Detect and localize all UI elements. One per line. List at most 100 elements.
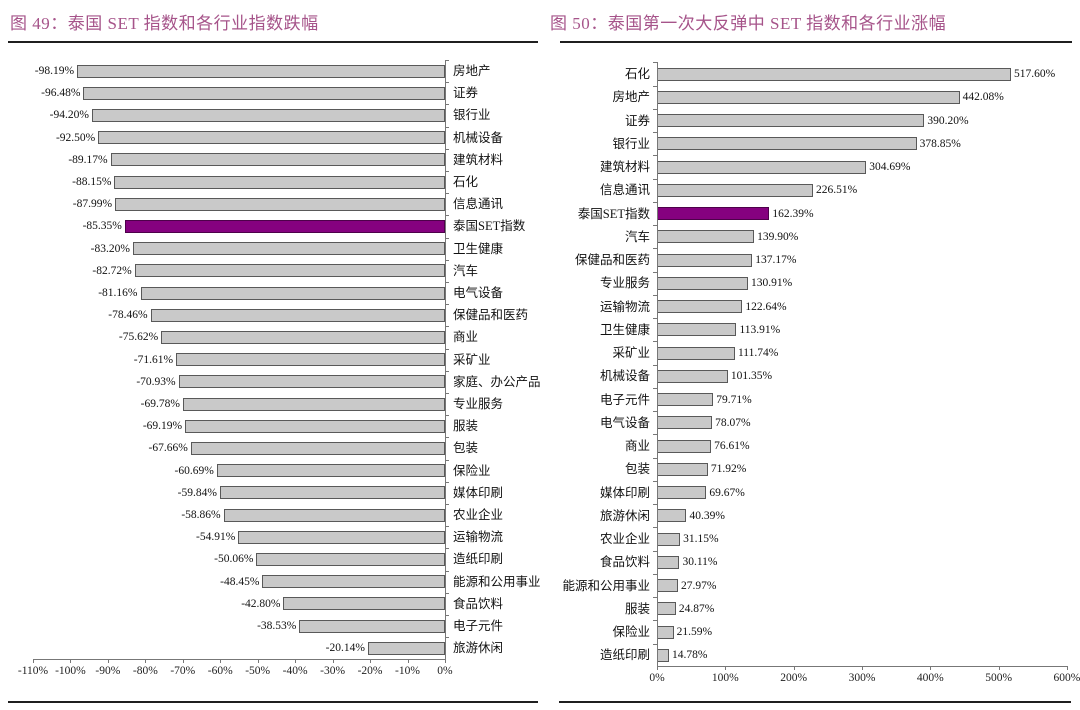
x-axis-tick <box>370 659 372 663</box>
bar-value-label: -71.61% <box>133 353 174 366</box>
category-tick <box>653 387 657 389</box>
category-label: 商业 <box>453 330 479 345</box>
x-axis-tick <box>930 666 932 670</box>
bar-value-label: 69.67% <box>709 486 745 499</box>
category-label: 包装 <box>624 462 650 477</box>
bar <box>115 197 445 211</box>
category-label: 建筑材料 <box>599 160 650 174</box>
bar <box>91 108 445 122</box>
category-label: 机械设备 <box>453 130 504 145</box>
category-label: 服装 <box>453 419 479 434</box>
category-tick <box>653 643 657 645</box>
category-label: 证券 <box>624 113 650 128</box>
x-axis-tick <box>332 659 334 663</box>
category-tick <box>653 411 657 413</box>
bar <box>77 64 445 78</box>
bar-value-label: -50.06% <box>214 553 254 566</box>
category-tick <box>653 504 657 506</box>
category-label: 泰国SET指数 <box>453 219 526 234</box>
bar <box>657 625 674 639</box>
bar-value-label: 40.39% <box>689 509 725 522</box>
category-label: 媒体印刷 <box>599 485 650 500</box>
bar <box>657 253 753 267</box>
category-tick <box>653 480 657 482</box>
bar-value-label: -59.84% <box>177 486 217 499</box>
figure-50-bottom-rule <box>559 701 1071 703</box>
bar-value-label: 378.85% <box>919 137 961 150</box>
category-label: 造纸印刷 <box>453 552 504 567</box>
bar-value-label: 113.91% <box>739 323 781 336</box>
category-tick <box>653 527 657 529</box>
bar-value-label: 139.90% <box>757 230 799 243</box>
category-label: 能源和公用事业 <box>562 578 650 593</box>
bar <box>657 462 708 476</box>
bar-value-label: 14.78% <box>672 649 708 662</box>
category-tick <box>445 437 449 439</box>
figure-50-title: 图 50：泰国第一次大反弹中 SET 指数和各行业涨幅 <box>550 14 947 33</box>
bar-value-label: -87.99% <box>72 198 113 211</box>
bar <box>140 286 445 300</box>
x-axis-tick-label: -110% <box>17 665 49 677</box>
bar <box>256 552 445 566</box>
bar-value-label: 31.15% <box>683 533 719 545</box>
bar <box>657 532 681 546</box>
category-tick <box>445 481 449 483</box>
x-axis-tick-label: -70% <box>170 665 196 677</box>
bar-value-label: 30.11% <box>682 556 718 569</box>
bar <box>657 486 707 499</box>
category-label: 石化 <box>453 175 479 189</box>
x-axis-tick-label: -60% <box>207 665 233 677</box>
category-tick <box>653 248 657 250</box>
x-axis-tick <box>407 659 409 663</box>
x-axis-tick-label: 0% <box>437 665 453 677</box>
x-axis-tick-label: -50% <box>245 665 271 677</box>
bar <box>657 555 680 569</box>
bar <box>657 648 670 662</box>
bar-value-label: -88.15% <box>72 176 112 188</box>
bar <box>176 353 445 367</box>
bar-value-label: 78.07% <box>715 416 751 429</box>
category-tick <box>653 201 657 203</box>
category-tick <box>445 126 449 128</box>
bar-value-label: 101.35% <box>730 370 773 383</box>
category-tick <box>445 459 449 461</box>
category-tick <box>445 637 449 639</box>
category-tick <box>445 614 449 616</box>
bar-value-label: -48.45% <box>220 575 260 588</box>
x-axis-tick-label: 0% <box>649 672 665 684</box>
bar-value-label: 517.60% <box>1013 68 1056 80</box>
category-label: 运输物流 <box>599 299 650 314</box>
x-axis-tick-label: 600% <box>1053 672 1080 684</box>
category-tick <box>653 573 657 575</box>
bar-chart-rebound: 517.60% 石化 442.08% 房地产 390.20% 证券 378.85% 银行业 30… <box>540 0 1080 710</box>
bar-value-label: 21.59% <box>676 626 713 638</box>
category-tick <box>653 108 657 110</box>
category-tick <box>653 341 657 343</box>
x-axis-tick-label: 500% <box>985 672 1013 684</box>
bar-value-label: 390.20% <box>927 114 969 127</box>
bar-value-label: 226.51% <box>816 184 858 197</box>
category-label: 包装 <box>453 441 479 456</box>
bar-value-label: -82.72% <box>92 264 132 277</box>
bar <box>657 416 713 430</box>
category-label: 证券 <box>453 86 479 101</box>
category-tick <box>445 526 449 528</box>
category-label: 电子元件 <box>453 619 504 633</box>
category-label: 房地产 <box>612 90 650 105</box>
category-label: 商业 <box>624 439 650 453</box>
x-axis-tick-label: 100% <box>711 672 739 684</box>
category-tick <box>653 62 657 64</box>
bar <box>657 346 735 360</box>
bar <box>657 369 728 383</box>
bar-value-label: 24.87% <box>678 602 715 615</box>
bar-value-label: -78.46% <box>108 309 148 322</box>
category-label: 泰国SET指数 <box>577 206 650 221</box>
bar-value-label: -92.50% <box>55 131 96 144</box>
x-axis-line <box>33 659 446 660</box>
bar-chart-declines: -98.19% 房地产 -96.48% 证券 -94.20% 银行业 -92.50% 机械设备… <box>17 59 541 677</box>
bar <box>98 131 445 145</box>
bar <box>657 393 714 406</box>
category-tick <box>445 392 449 394</box>
bar-value-label: 111.74% <box>737 347 779 359</box>
x-axis-tick-label: 400% <box>916 672 944 684</box>
